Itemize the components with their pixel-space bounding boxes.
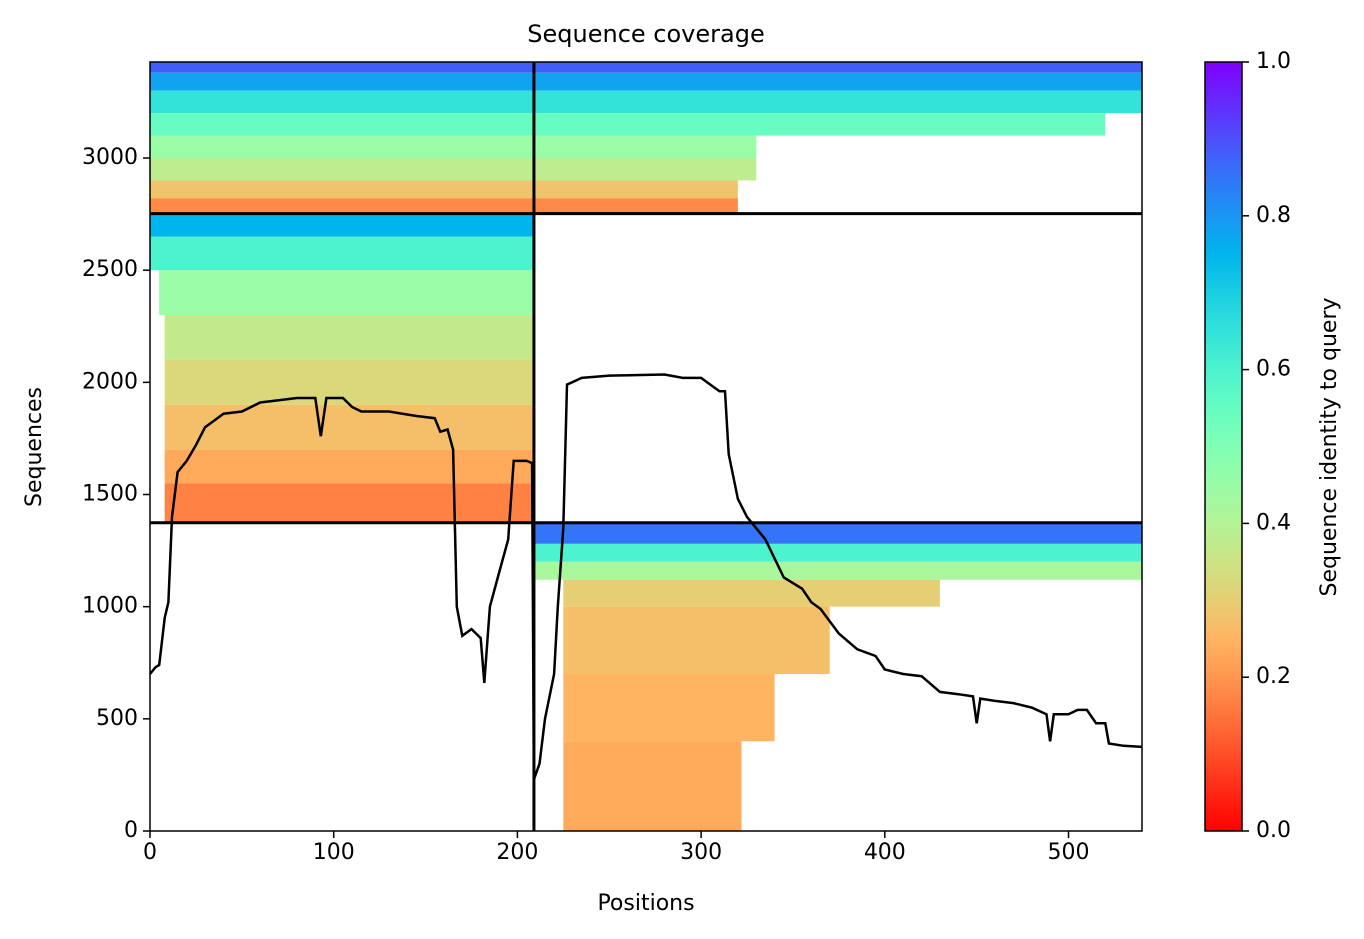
coverage-line	[149, 373, 1143, 780]
colorbar-tick-label: 1.0	[1256, 49, 1291, 74]
heatmap-band	[533, 561, 1142, 580]
x-tick-label: 400	[864, 840, 906, 865]
y-axis-label: Sequences	[22, 387, 47, 507]
y-tick-label: 3000	[82, 145, 138, 170]
heatmap-band	[563, 673, 775, 742]
x-tick-label: 200	[496, 840, 538, 865]
x-axis-label: Positions	[597, 891, 694, 916]
x-tick-label: 300	[680, 840, 722, 865]
plot-frame	[149, 61, 1143, 832]
heatmap-band	[150, 62, 1142, 73]
heatmap-band	[563, 606, 830, 674]
heatmap-band	[164, 359, 534, 405]
heatmap-band	[164, 449, 534, 484]
y-tick-label: 1000	[82, 594, 138, 619]
heatmap-band	[150, 90, 1142, 114]
colorbar-tick-label: 0.0	[1256, 818, 1291, 843]
heatmap-band	[563, 741, 742, 831]
heatmap-band	[150, 72, 1142, 91]
colorbar-tick-label: 0.8	[1256, 203, 1291, 228]
colorbar-tick-label: 0.6	[1256, 357, 1291, 382]
x-tick-label: 0	[143, 840, 157, 865]
colorbar	[1204, 61, 1243, 832]
y-tick-label: 1500	[82, 482, 138, 507]
heatmap-band	[150, 213, 534, 237]
heatmap-band	[150, 158, 757, 181]
y-tick-label: 0	[124, 818, 138, 843]
heatmap-band	[533, 543, 1142, 562]
colorbar-tick-label: 0.4	[1256, 510, 1291, 535]
heatmap-band	[563, 579, 940, 607]
heatmap-band	[150, 135, 757, 159]
x-tick-label: 500	[1048, 840, 1090, 865]
heatmap-band	[150, 180, 738, 199]
x-tick-label: 100	[313, 840, 355, 865]
y-tick-label: 2500	[82, 257, 138, 282]
heatmap-band	[150, 113, 1106, 136]
heatmap-band	[164, 315, 534, 360]
heatmap-band	[164, 483, 534, 523]
heatmap-band	[150, 236, 534, 271]
heatmap-band	[159, 270, 534, 316]
heatmap-band	[150, 198, 738, 214]
colorbar-tick-label: 0.2	[1256, 664, 1291, 689]
colorbar-label: Sequence identity to query	[1317, 297, 1342, 596]
heatmap-band	[164, 404, 534, 450]
y-tick-label: 500	[96, 706, 138, 731]
chart-title: Sequence coverage	[527, 20, 764, 48]
y-tick-label: 2000	[82, 369, 138, 394]
heatmap-band	[533, 522, 1142, 544]
